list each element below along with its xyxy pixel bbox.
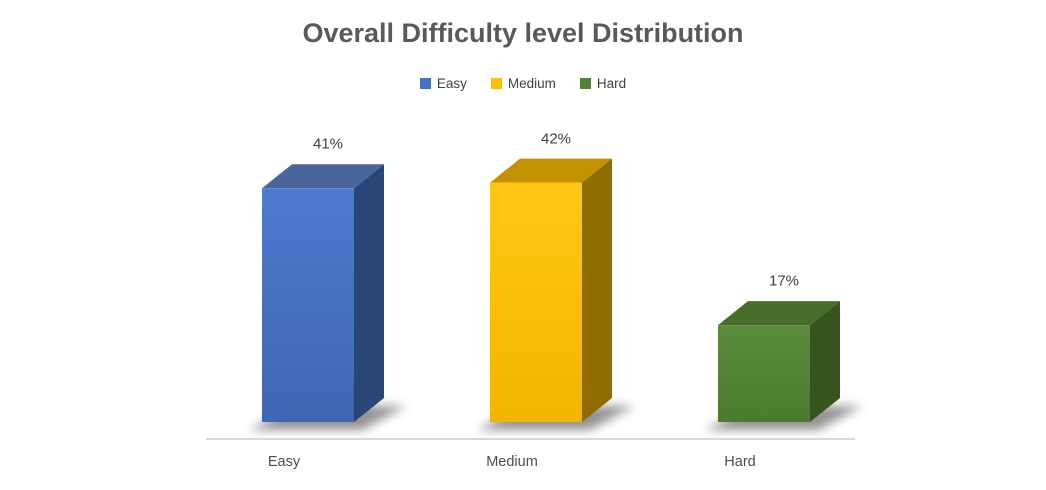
bar-medium-side <box>582 158 612 422</box>
legend-swatch-easy <box>419 78 431 89</box>
bar-easy-top <box>262 164 384 189</box>
bar-hard-front <box>718 325 810 422</box>
legend-swatch-medium <box>490 78 502 89</box>
chart-title: Overall Difficulty level Distribution <box>302 18 744 48</box>
bar-easy-front <box>262 188 354 422</box>
legend: Easy Medium Hard <box>0 76 1046 91</box>
legend-item-easy: Easy <box>419 76 467 91</box>
data-label-easy: 41% <box>312 135 344 153</box>
bar-medium-front <box>490 182 582 422</box>
category-label-easy: Easy <box>267 454 301 470</box>
bar-easy-side <box>354 164 384 423</box>
data-label-medium: 42% <box>540 130 572 148</box>
bar-hard-side <box>810 301 840 422</box>
bar-hard-top <box>718 301 840 326</box>
bar-medium-top <box>490 158 612 183</box>
legend-swatch-hard <box>579 78 591 89</box>
category-label-hard: Hard <box>724 454 756 470</box>
legend-label-medium: Medium <box>507 76 556 91</box>
legend-item-hard: Hard <box>579 76 627 91</box>
category-label-medium: Medium <box>486 454 538 470</box>
legend-item-medium: Medium <box>490 76 556 91</box>
legend-label-easy: Easy <box>436 76 467 91</box>
legend-label-hard: Hard <box>596 76 627 91</box>
x-axis-line <box>206 438 855 440</box>
data-label-hard: 17% <box>768 272 800 290</box>
